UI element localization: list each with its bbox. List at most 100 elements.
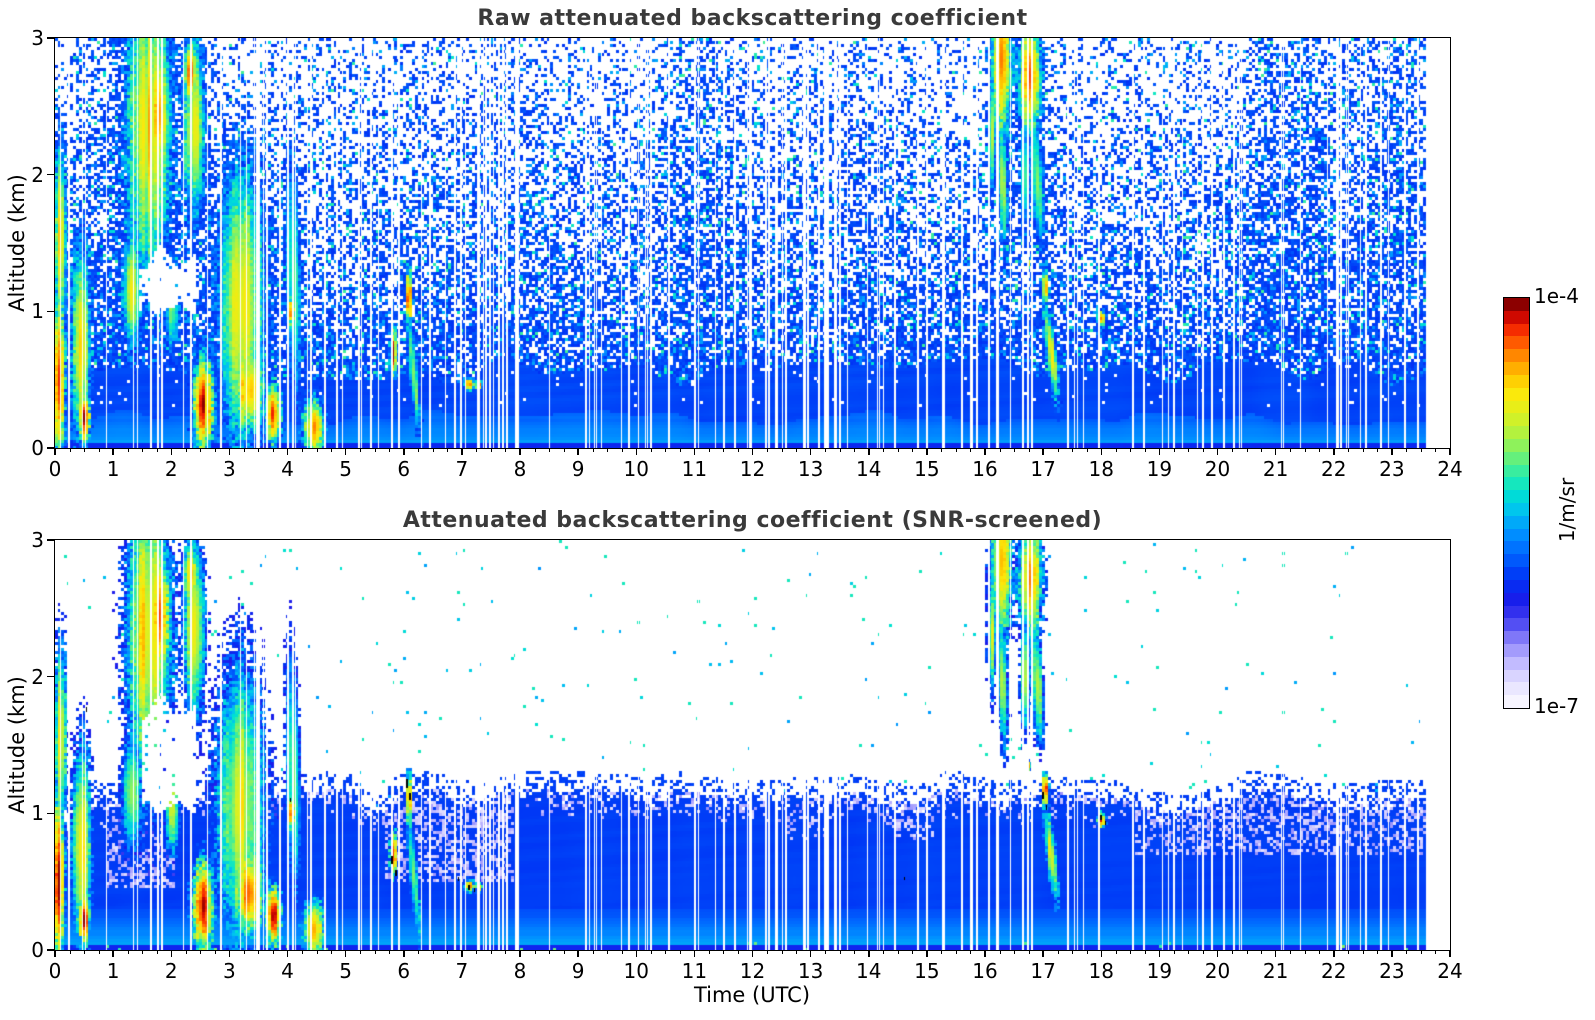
x-minor-tick — [1435, 950, 1437, 954]
colorbar-segment — [1504, 579, 1529, 593]
panel2-title: Attenuated backscattering coefficient (S… — [402, 508, 1103, 533]
colorbar-segment — [1504, 695, 1529, 708]
x-tick-label: 7 — [455, 959, 469, 983]
x-tick — [1042, 448, 1044, 455]
x-tick-label: 18 — [1088, 959, 1114, 983]
x-minor-tick — [185, 950, 187, 954]
x-tick — [1391, 950, 1393, 957]
x-minor-tick — [621, 448, 623, 452]
x-tick-label: 3 — [223, 457, 236, 481]
x-minor-tick — [258, 950, 260, 954]
x-minor-tick — [679, 950, 681, 954]
x-minor-tick — [490, 448, 492, 452]
x-minor-tick — [476, 950, 478, 954]
x-tick-label: 3 — [223, 959, 236, 983]
x-tick — [461, 950, 463, 957]
x-minor-tick — [1362, 448, 1364, 452]
x-minor-tick — [897, 448, 899, 452]
x-minor-tick — [1232, 950, 1234, 954]
colorbar-segment — [1504, 669, 1529, 683]
x-tick — [403, 448, 405, 455]
y-tick — [47, 675, 55, 678]
y-tick-label: 3 — [31, 26, 44, 50]
x-minor-tick — [1028, 448, 1030, 452]
x-minor-tick — [1362, 950, 1364, 954]
x-tick — [1449, 448, 1451, 455]
colorbar-segment — [1504, 656, 1529, 670]
x-minor-tick — [854, 448, 856, 452]
x-tick-label: 9 — [571, 959, 585, 983]
x-minor-tick — [185, 448, 187, 452]
x-minor-tick — [708, 950, 710, 954]
x-tick-label: 20 — [1204, 457, 1231, 481]
x-tick-label: 14 — [856, 959, 882, 983]
x-tick-label: 17 — [1030, 457, 1056, 481]
x-minor-tick — [142, 448, 144, 452]
colorbar-segment — [1504, 362, 1529, 375]
x-minor-tick — [607, 950, 609, 954]
colorbar-segment — [1504, 477, 1529, 491]
x-tick-label: 0 — [48, 959, 62, 983]
colorbar-segment — [1504, 515, 1529, 529]
x-tick — [1274, 448, 1277, 455]
x-tick — [461, 448, 463, 455]
colorbar-segment — [1504, 374, 1529, 388]
colorbar-segment — [1504, 451, 1529, 465]
x-minor-tick — [1115, 448, 1117, 452]
x-tick — [693, 448, 696, 455]
x-minor-tick — [1304, 448, 1306, 452]
x-tick — [1042, 950, 1044, 957]
x-tick-label: 12 — [739, 457, 766, 481]
colorbar-segment — [1504, 413, 1529, 427]
x-minor-tick — [737, 950, 739, 954]
x-minor-tick — [432, 448, 434, 452]
x-minor-tick — [781, 950, 783, 954]
x-tick-label: 22 — [1321, 457, 1347, 481]
x-minor-tick — [767, 448, 769, 452]
x-minor-tick — [1144, 950, 1146, 954]
x-minor-tick — [839, 448, 841, 452]
x-tick — [577, 950, 579, 957]
x-tick — [926, 950, 928, 957]
x-tick — [344, 950, 347, 957]
x-tick-label: 1 — [106, 959, 120, 983]
x-tick-label: 2 — [164, 959, 178, 983]
x-tick-label: 4 — [281, 457, 294, 481]
x-tick — [868, 950, 870, 957]
x-minor-tick — [1057, 950, 1059, 954]
x-minor-tick — [302, 950, 304, 954]
x-minor-tick — [1014, 448, 1016, 452]
x-tick — [1158, 448, 1161, 455]
x-tick-label: 5 — [339, 457, 352, 481]
x-tick-label: 13 — [797, 959, 824, 983]
x-tick-label: 21 — [1262, 457, 1289, 481]
x-minor-tick — [1014, 950, 1016, 954]
x-minor-tick — [1246, 448, 1248, 452]
x-minor-tick — [127, 950, 129, 954]
x-minor-tick — [142, 950, 144, 954]
x-minor-tick — [1086, 448, 1088, 452]
x-minor-tick — [69, 950, 71, 954]
x-minor-tick — [316, 448, 318, 452]
x-tick — [1333, 950, 1335, 957]
x-minor-tick — [955, 950, 957, 954]
x-minor-tick — [549, 448, 551, 452]
colorbar-segment — [1504, 349, 1529, 363]
x-tick-label: 8 — [513, 457, 527, 481]
x-minor-tick — [708, 448, 710, 452]
x-minor-tick — [839, 950, 841, 954]
x-tick — [519, 448, 521, 455]
x-tick — [228, 448, 231, 455]
x-tick-label: 6 — [397, 959, 411, 983]
x-tick — [1216, 950, 1219, 957]
x-tick — [170, 950, 172, 957]
x-minor-tick — [418, 448, 420, 452]
x-tick-label: 23 — [1379, 457, 1405, 481]
x-tick — [54, 448, 56, 455]
x-minor-tick — [723, 448, 725, 452]
x-tick-label: 15 — [914, 959, 940, 983]
x-tick — [112, 448, 114, 455]
x-minor-tick — [1290, 950, 1292, 954]
x-tick — [112, 950, 114, 957]
x-minor-tick — [1028, 950, 1030, 954]
